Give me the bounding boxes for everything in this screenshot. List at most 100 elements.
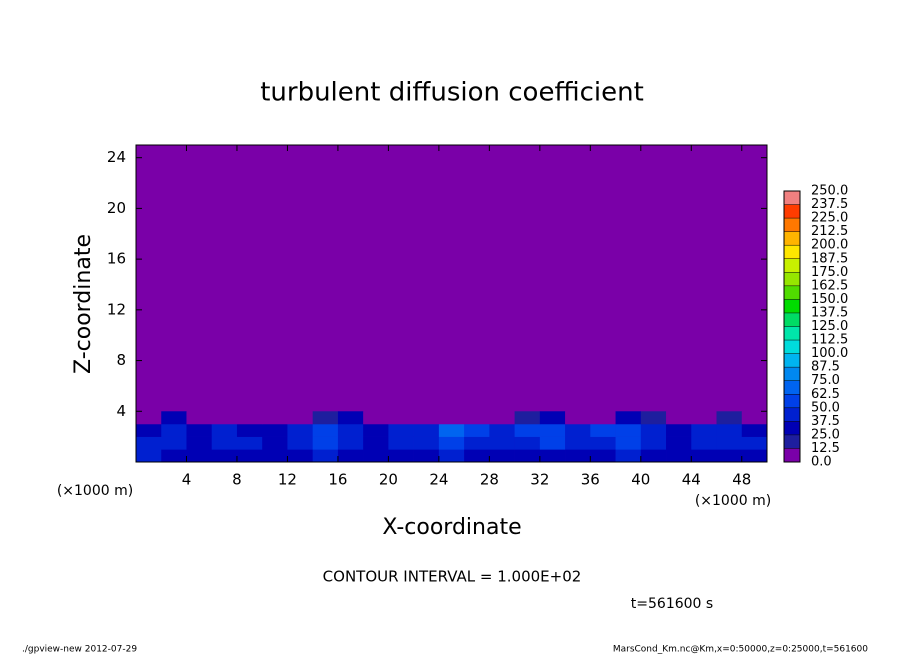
colorbar-swatch [784,380,800,395]
colorbar-label: 75.0 [811,373,840,388]
field-cell [615,411,642,425]
field-cell [615,436,642,450]
colorbar-label: 87.5 [811,360,840,375]
colorbar-label: 237.5 [811,197,848,212]
x-tick-label: 28 [480,471,499,489]
field-cell [312,436,339,450]
x-tick-label: 36 [581,471,600,489]
field-cell [464,449,490,463]
y-axis-label: Z-coordinate [71,234,96,374]
colorbar-swatch [784,394,800,408]
field-cell [615,423,642,437]
field-cell [312,411,339,425]
field-cell [640,449,667,463]
field-cell [136,449,162,463]
colorbar-swatch [784,312,800,327]
field-cell [186,423,213,437]
x-tick-label: 48 [732,471,751,489]
colorbar-label: 25.0 [811,427,840,442]
field-cell [615,449,642,463]
x-tick-label: 44 [682,471,701,489]
footer-right: MarsCond_Km.nc@Km,x=0:50000,z=0:25000,t=… [613,645,868,654]
field-cell [489,423,515,437]
field-cell [666,449,692,463]
field-cell [565,436,591,450]
colorbar-label: 125.0 [811,319,848,334]
field-cell [464,411,490,425]
x-tick-label: 4 [182,471,192,489]
field-cell [363,436,389,450]
field-cell [186,449,213,463]
field-cell [413,436,440,450]
field-cell [161,411,187,425]
y-unit: (×1000 m) [57,483,133,499]
field-cell [363,411,389,425]
field-cell [388,449,414,463]
field-cell [312,449,339,463]
colorbar-swatch [784,272,800,286]
field-cell [438,436,465,450]
colorbar-label: 225.0 [811,211,848,226]
field-cell [388,423,414,437]
colorbar-swatch [784,245,800,259]
colorbar-label: 200.0 [811,238,848,253]
field-cell [666,411,692,425]
field-cell [136,423,162,437]
field-cell [565,449,591,463]
field-cell [691,449,717,463]
colorbar-label: 50.0 [811,400,840,415]
field-cell [640,436,667,450]
field-cell [388,411,414,425]
x-tick-label: 12 [278,471,297,489]
y-tick-label: 16 [107,250,126,268]
field-cell [287,436,313,450]
colorbar-swatch [784,340,800,354]
y-tick-label: 8 [116,351,126,369]
field-cell [666,436,692,450]
field-cell [262,436,288,450]
field-cell [262,423,288,437]
colorbar-swatch [784,191,800,205]
field-cell [741,449,768,463]
field-cell [741,411,768,425]
field-cell [413,449,440,463]
field-cell [337,436,364,450]
x-tick-label: 16 [328,471,347,489]
colorbar-swatch [784,204,800,219]
field-cell [514,423,541,437]
colorbar-swatch [784,285,800,300]
field-cell [337,449,364,463]
plot-background [136,145,767,462]
field-cell [161,436,187,450]
field-cell [464,423,490,437]
colorbar-swatch [784,258,800,273]
field-cell [363,423,389,437]
field-cell [363,449,389,463]
colorbar-swatch [784,421,800,435]
plot-frame [135,144,768,463]
field-cell [640,411,667,425]
colorbar-swatch [784,326,800,341]
field-cell [691,436,717,450]
field-cell [262,411,288,425]
colorbar-swatch [784,218,800,232]
y-tick-label: 20 [107,199,126,217]
field-cell [413,423,440,437]
field-cell [136,436,162,450]
colorbar-label: 250.0 [811,184,848,199]
colorbar-swatch [784,434,800,449]
colorbar-swatch [784,353,800,368]
field-cell [337,411,364,425]
field-cell [211,449,238,463]
colorbar-swatch [784,299,800,313]
field-cell [161,423,187,437]
colorbar-label: 0.0 [811,455,832,470]
field-cell [236,436,263,450]
field-cell [716,449,743,463]
field-cell [590,436,616,450]
field-cell [464,436,490,450]
field-cell [716,411,743,425]
field-cell [211,436,238,450]
field-cell [287,423,313,437]
field-cell [590,423,616,437]
